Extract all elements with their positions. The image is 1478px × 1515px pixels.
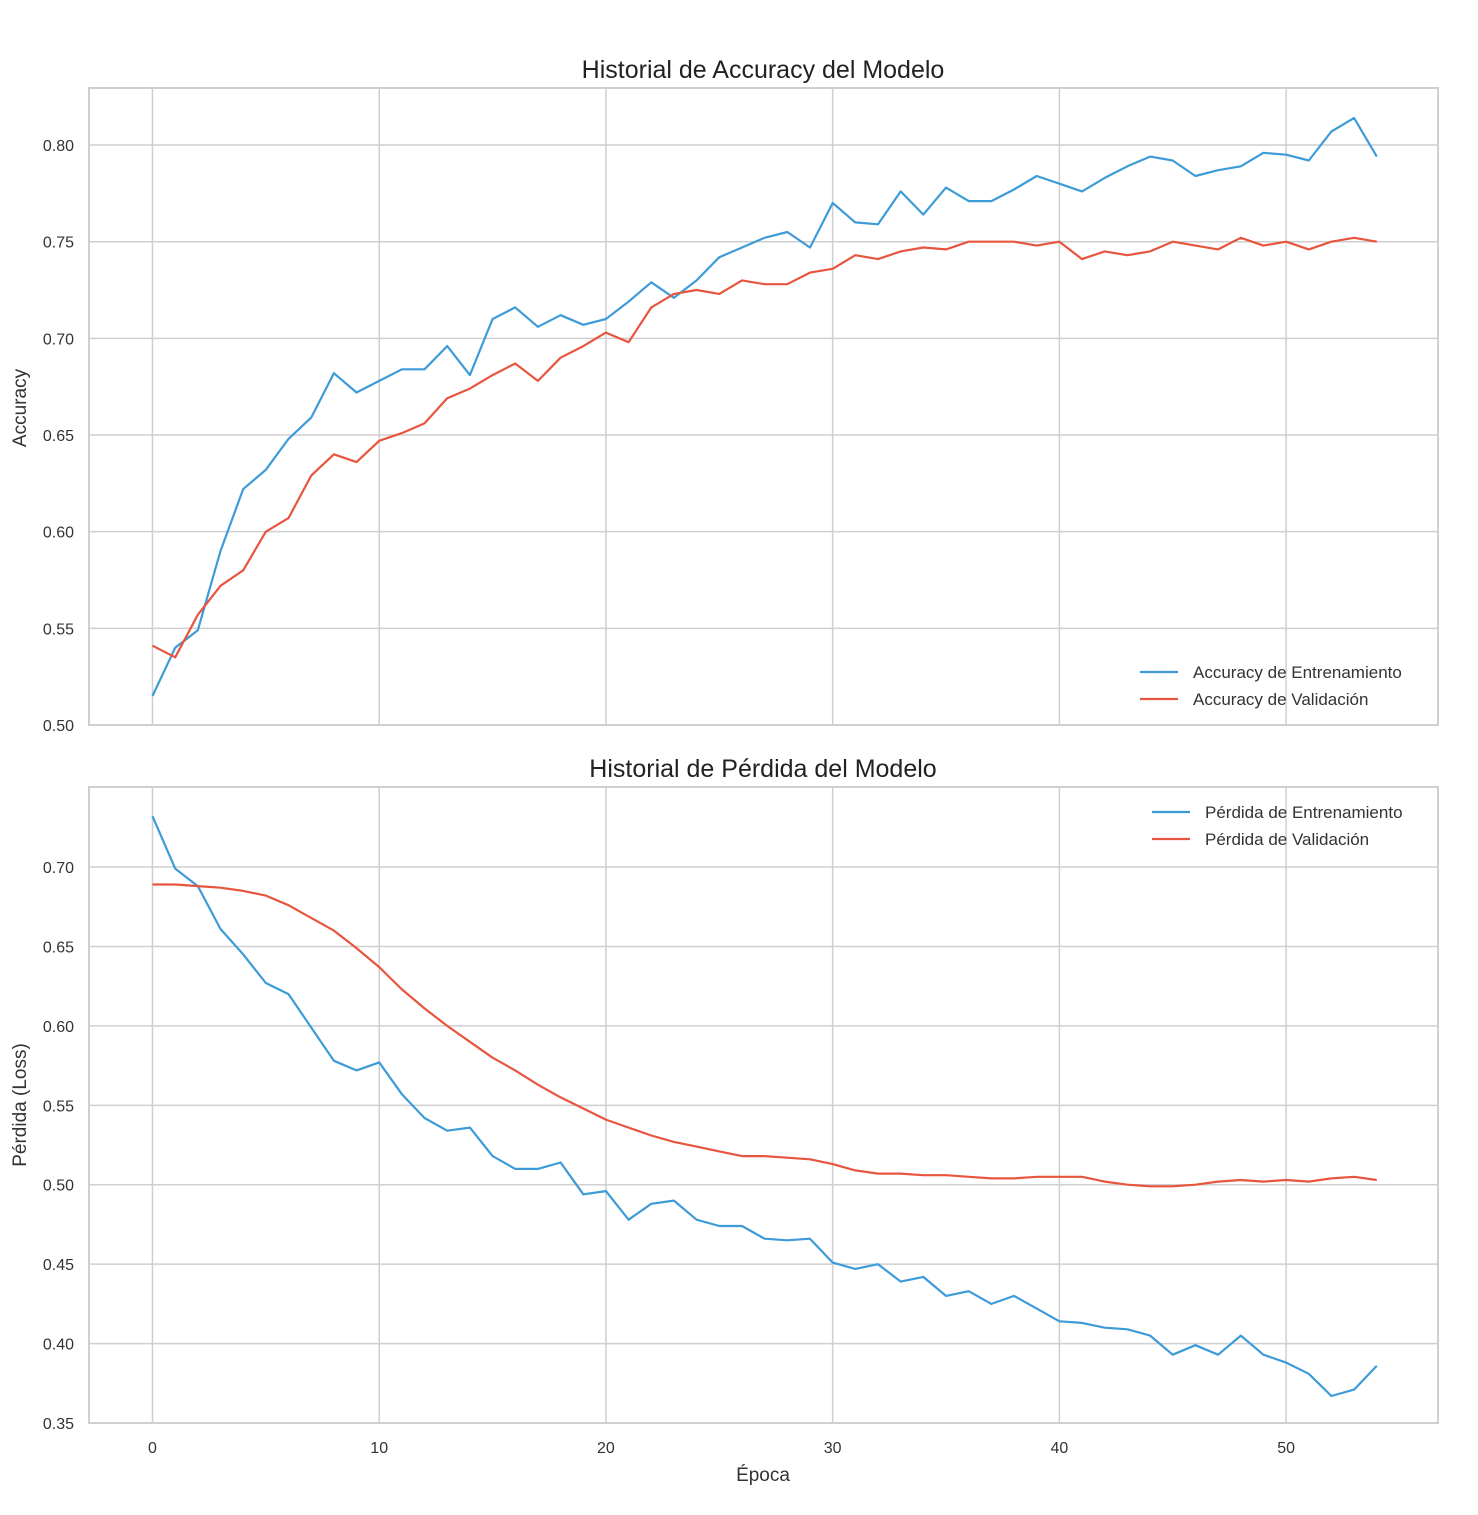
x-tick-label: 0 [148,1440,157,1457]
accuracy-chart: Historial de Accuracy del Modelo Accurac… [10,56,1439,735]
y-tick-label: 0.50 [43,1178,74,1195]
x-tick-label: 40 [1050,1440,1068,1457]
loss-y-axis-label: Pérdida (Loss) [10,1043,31,1167]
legend-label: Pérdida de Entrenamiento [1205,803,1403,822]
loss-chart: Historial de Pérdida del Modelo Pérdida … [10,755,1439,1486]
x-tick-label: 20 [597,1440,615,1457]
series-line-validation [152,883,1377,1188]
x-tick-label: 50 [1277,1440,1295,1457]
series-line-training [151,815,1378,1398]
plot-frame [88,87,1439,726]
x-tick-label: 30 [824,1440,842,1457]
gridlines [89,88,1438,726]
y-tick-label: 0.50 [43,718,74,735]
y-tick-label: 0.70 [43,860,74,877]
series-line-training [151,116,1378,697]
y-tick-label: 0.45 [43,1257,74,1274]
loss-chart-title: Historial de Pérdida del Modelo [589,755,936,783]
series-line-validation [151,236,1377,659]
legend-label: Pérdida de Validación [1205,830,1369,849]
y-tick-label: 0.70 [43,331,74,348]
loss-x-axis-label: Época [736,1465,790,1486]
y-tick-label: 0.40 [43,1337,74,1354]
legend-label: Accuracy de Entrenamiento [1193,663,1402,682]
x-tick-label: 10 [370,1440,388,1457]
plot-frame [88,786,1439,1424]
y-tick-label: 0.65 [43,939,74,956]
legend-label: Accuracy de Validación [1193,690,1368,709]
y-tick-label: 0.55 [43,1098,74,1115]
legend: Pérdida de Entrenamiento Pérdida de Valid… [1152,803,1403,849]
gridlines [89,787,1438,1424]
y-tick-label: 0.65 [43,428,74,445]
y-tick-label: 0.60 [43,525,74,542]
legend: Accuracy de Entrenamiento Accuracy de Val… [1140,663,1402,709]
y-tick-label: 0.60 [43,1019,74,1036]
y-tick-label: 0.80 [43,138,74,155]
y-tick-label: 0.35 [43,1416,74,1433]
y-tick-label: 0.55 [43,621,74,638]
accuracy-y-axis-label: Accuracy [10,368,31,447]
accuracy-chart-title: Historial de Accuracy del Modelo [582,56,945,84]
y-tick-label: 0.75 [43,235,74,252]
